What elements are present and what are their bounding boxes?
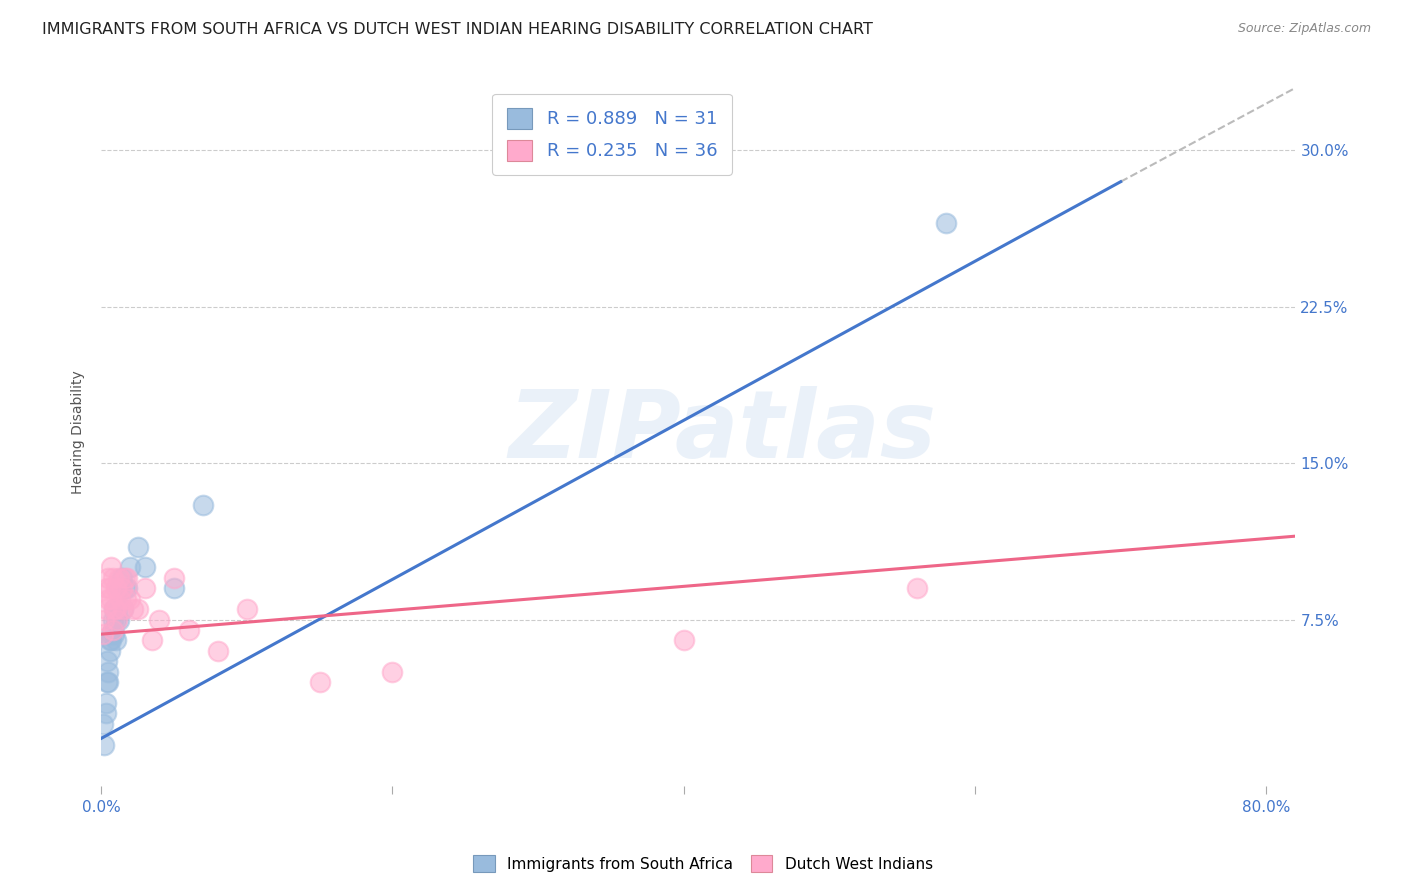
Point — [308, 675, 330, 690]
Point — [101, 623, 124, 637]
Point — [112, 602, 135, 616]
Point — [94, 696, 117, 710]
Point — [127, 602, 149, 616]
Point — [108, 591, 131, 606]
Point — [91, 716, 114, 731]
Point — [93, 613, 115, 627]
Point — [96, 675, 118, 690]
Point — [115, 591, 138, 606]
Point — [104, 582, 127, 596]
Point — [905, 582, 928, 596]
Point — [107, 613, 129, 627]
Point — [191, 498, 214, 512]
Point — [100, 560, 122, 574]
Legend: Immigrants from South Africa, Dutch West Indians: Immigrants from South Africa, Dutch West… — [465, 847, 941, 880]
Point — [108, 582, 131, 596]
Point — [103, 602, 125, 616]
Point — [148, 613, 170, 627]
Point — [96, 654, 118, 668]
Point — [163, 582, 186, 596]
Text: ZIPatlas: ZIPatlas — [508, 386, 936, 478]
Point — [381, 665, 404, 679]
Point — [91, 627, 114, 641]
Point — [672, 633, 695, 648]
Point — [122, 602, 145, 616]
Y-axis label: Hearing Disability: Hearing Disability — [72, 370, 86, 494]
Point — [101, 623, 124, 637]
Point — [96, 582, 118, 596]
Point — [117, 582, 139, 596]
Point — [100, 633, 122, 648]
Point — [117, 571, 139, 585]
Point — [104, 613, 127, 627]
Point — [236, 602, 259, 616]
Point — [134, 560, 156, 574]
Point — [104, 633, 127, 648]
Point — [207, 644, 229, 658]
Point — [127, 540, 149, 554]
Point — [97, 665, 120, 679]
Point — [98, 582, 121, 596]
Point — [93, 738, 115, 752]
Point — [97, 675, 120, 690]
Point — [114, 582, 136, 596]
Point — [935, 216, 957, 230]
Point — [105, 613, 128, 627]
Text: IMMIGRANTS FROM SOUTH AFRICA VS DUTCH WEST INDIAN HEARING DISABILITY CORRELATION: IMMIGRANTS FROM SOUTH AFRICA VS DUTCH WE… — [42, 22, 873, 37]
Point — [163, 571, 186, 585]
Point — [110, 582, 132, 596]
Point — [100, 627, 122, 641]
Point — [110, 571, 132, 585]
Point — [103, 627, 125, 641]
Point — [107, 571, 129, 585]
Legend: R = 0.889   N = 31, R = 0.235   N = 36: R = 0.889 N = 31, R = 0.235 N = 36 — [492, 94, 731, 175]
Point — [97, 571, 120, 585]
Point — [104, 602, 127, 616]
Point — [98, 644, 121, 658]
Point — [94, 706, 117, 721]
Point — [120, 560, 142, 574]
Text: Source: ZipAtlas.com: Source: ZipAtlas.com — [1237, 22, 1371, 36]
Point — [105, 602, 128, 616]
Point — [114, 571, 136, 585]
Point — [101, 571, 124, 585]
Point — [120, 591, 142, 606]
Point — [112, 602, 135, 616]
Point — [98, 633, 121, 648]
Point — [177, 623, 200, 637]
Point — [94, 602, 117, 616]
Point — [100, 591, 122, 606]
Point — [141, 633, 163, 648]
Point — [101, 613, 124, 627]
Point — [134, 582, 156, 596]
Point — [97, 591, 120, 606]
Point — [103, 602, 125, 616]
